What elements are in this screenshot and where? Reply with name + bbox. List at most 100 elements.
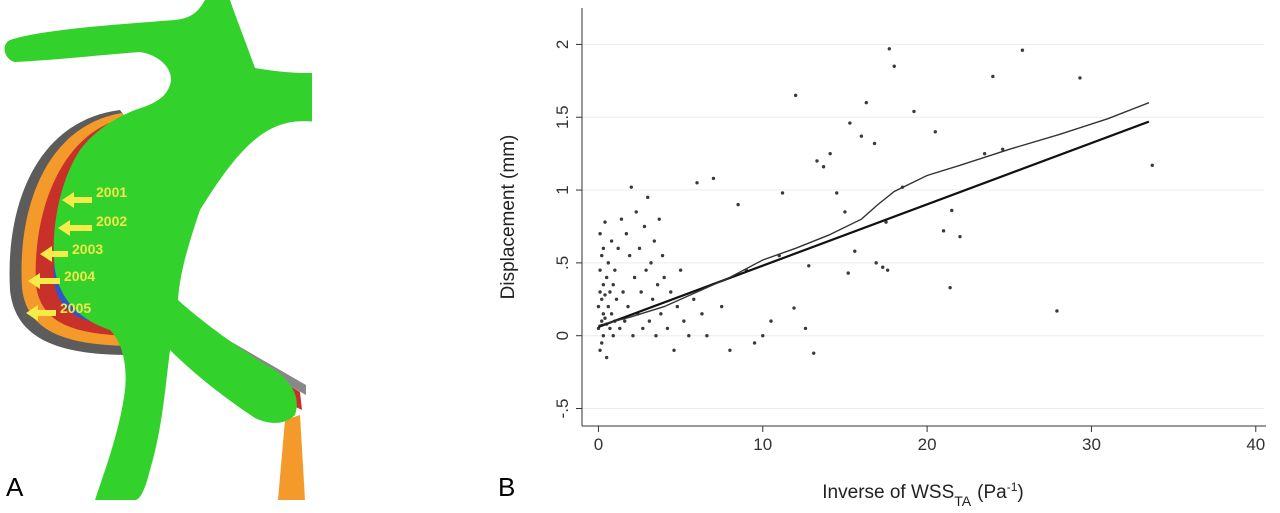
year-arrows: 2001 2002 2003 2004 2005 [26,184,127,321]
scatter-chart: -.50.511.520 10 20 30 40 Displacement (mm) I… [498,8,1266,509]
data-point [835,191,839,195]
arrow-2005-icon: 2005 [26,300,91,321]
data-point [601,312,606,316]
x-tick-label: 40 [1246,435,1265,454]
data-point [626,304,630,309]
data-point [647,319,652,323]
data-point [649,261,653,265]
data-point [695,181,699,185]
data-point [601,283,606,287]
data-point [659,312,663,316]
data-point [859,134,864,138]
data-point [641,326,645,331]
data-point [769,319,773,323]
axes [581,8,1266,427]
data-point [623,319,627,323]
data-point [662,275,666,280]
y-tick-label: -.5 [553,399,572,419]
data-point [736,202,740,207]
data-point [639,290,643,294]
year-label: 2001 [96,184,127,200]
data-point [598,232,602,236]
arrow-2001-icon: 2001 [62,184,127,208]
data-point [793,93,798,98]
data-point [613,268,617,272]
data-point [887,47,892,51]
data-point [600,297,604,301]
data-point [711,176,716,181]
data-point [853,249,857,253]
data-point [1020,48,1025,52]
data-point [941,229,946,233]
arrow-2003-icon: 2003 [40,241,103,262]
x-axis-title-sub: TA [954,493,972,508]
data-point [807,264,811,268]
data-point [948,285,952,290]
year-label: 2002 [96,213,127,229]
tick-labels: -.50.511.520 10 20 30 40 [553,40,1265,454]
data-point [634,210,638,214]
data-point [603,293,607,297]
vessel-render: 2001 2002 2003 2004 2005 [4,0,312,500]
data-point [828,151,832,156]
y-tick-label: 1.5 [553,105,572,129]
vessel-reconstruction-panel: 2001 2002 2003 2004 2005 [0,0,312,500]
data-point [812,351,816,355]
data-point [843,210,847,214]
data-points [596,47,1154,360]
y-tick-label: .5 [553,256,572,270]
data-point [596,304,601,309]
vessel-current [4,0,312,500]
data-point [616,246,620,251]
x-tick-label: 0 [594,435,603,454]
data-point [958,234,962,239]
data-point [1055,309,1059,313]
data-point [624,232,629,236]
data-point [892,64,896,68]
x-axis-title-unit-sup: -1 [1007,480,1018,494]
data-point [982,151,987,156]
data-point [672,348,676,352]
fit-lines [598,102,1150,328]
scatter-chart-panel: -.5 0.5 1 1.5 2 0 10 20 30 40 Displacement (mm) I… [494,0,1280,509]
data-point [705,334,709,338]
data-point [632,275,637,280]
data-point [614,297,619,301]
data-point [629,185,634,189]
data-point [609,312,614,316]
data-point [692,297,696,301]
data-point [660,253,665,258]
data-point [608,326,612,331]
arrow-2002-icon: 2002 [58,213,127,236]
data-point [600,253,604,258]
data-point [991,74,995,79]
data-point [881,265,885,269]
y-tick-label: 2 [553,40,572,49]
data-point [655,283,660,287]
data-point [652,239,657,243]
data-point [1078,76,1082,80]
data-point [669,290,673,294]
data-point [687,334,691,338]
data-point [848,121,852,125]
data-point [884,220,888,224]
year-label: 2003 [72,241,103,257]
linear-fit-line [598,120,1150,328]
data-point [665,326,670,331]
data-point [618,326,622,331]
x-tick-label: 20 [918,435,937,454]
data-point [815,159,819,163]
data-point [700,312,704,316]
data-point [1001,147,1005,151]
data-point [598,290,602,294]
data-point [872,141,877,146]
lower-vessel-layer-orange [278,415,305,500]
data-point [598,268,602,272]
data-point [761,334,765,338]
year-label: 2005 [60,300,91,316]
x-tick-label: 10 [753,435,772,454]
data-point [933,130,938,134]
data-point [642,224,647,229]
data-point [846,271,850,275]
data-point [678,268,683,272]
